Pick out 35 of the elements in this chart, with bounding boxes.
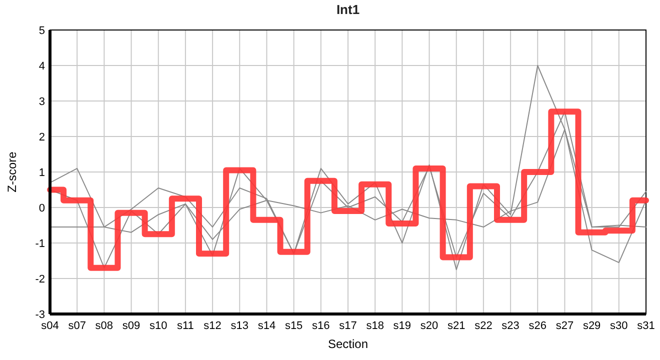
y-tick-label: 4 [38,60,45,72]
y-tick-label: 2 [38,131,45,144]
y-tick-label: -1 [35,238,45,250]
x-tick-label: s19 [393,320,412,332]
x-axis-title: Section [328,337,368,351]
y-tick-label: 3 [38,96,45,108]
x-tick-label: s14 [258,320,276,332]
x-tick-label: s18 [366,320,384,332]
y-tick-label: 0 [38,202,45,214]
x-tick-label: s20 [420,320,438,332]
x-tick-label: s30 [610,320,628,332]
y-tick-label: -2 [35,273,45,286]
y-tick-label: 1 [38,166,45,179]
x-tick-label: s08 [95,320,114,332]
y-tick-label: -3 [35,308,45,321]
y-tick-label: 5 [38,24,45,37]
x-tick-label: s04 [41,320,59,332]
x-tick-label: s15 [284,320,303,332]
y-axis-title: Z-score [5,151,19,192]
x-tick-label: s31 [637,320,655,332]
x-tick-label: s21 [447,320,466,332]
x-tick-label: s09 [122,320,140,332]
x-tick-label: s23 [502,320,520,332]
chart-title: Int1 [336,2,360,17]
x-tick-label: s11 [176,320,194,332]
x-tick-label: s13 [230,320,249,332]
x-tick-label: s22 [474,320,492,332]
x-tick-label: s26 [528,320,547,332]
x-tick-label: s16 [312,320,330,332]
x-tick-label: s27 [556,320,574,332]
x-tick-label: s12 [204,320,222,332]
x-tick-label: s07 [68,320,86,332]
x-tick-label: s29 [582,320,601,332]
x-tick-label: s10 [149,320,168,332]
x-tick-label: s17 [339,320,357,332]
